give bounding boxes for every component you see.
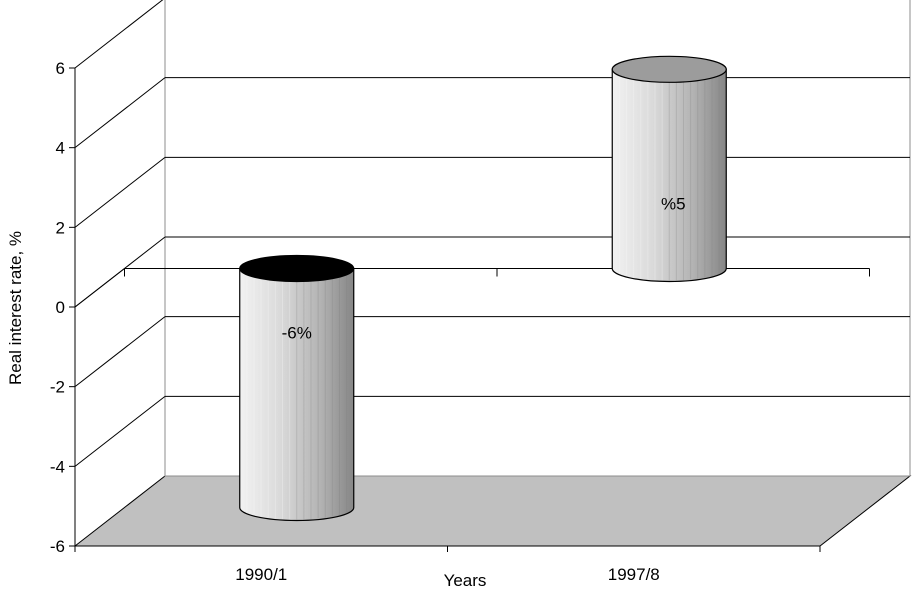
- floor: [73, 475, 912, 547]
- bar-body: [239, 267, 355, 522]
- data-label: -6%: [282, 324, 312, 343]
- y-tick-label: 2: [56, 218, 65, 237]
- gridline-side: [74, 77, 166, 149]
- bar: [239, 254, 355, 522]
- x-tick-label: 1997/8: [608, 565, 660, 584]
- y-tick-label: 0: [56, 298, 65, 317]
- gridline-side: [74, 316, 166, 388]
- bar-top: [611, 55, 727, 83]
- y-tick-label: 6: [56, 59, 65, 78]
- y-tick-label: -2: [50, 378, 65, 397]
- bar: [611, 55, 727, 283]
- zero-line-side: [74, 268, 125, 308]
- side-wall-top-edge: [74, 0, 164, 69]
- data-label: %5: [661, 194, 686, 213]
- x-tick-label: 1990/1: [235, 565, 287, 584]
- bar-top: [239, 254, 355, 283]
- y-axis-title: Real interest rate, %: [6, 231, 25, 385]
- gridline-side: [74, 395, 166, 467]
- y-tick-label: -6: [50, 537, 65, 556]
- x-axis-title: Years: [444, 571, 487, 590]
- y-tick-label: 4: [56, 139, 65, 158]
- bar-body: [611, 68, 727, 283]
- y-tick-label: -4: [50, 457, 65, 476]
- gridline-side: [74, 156, 166, 228]
